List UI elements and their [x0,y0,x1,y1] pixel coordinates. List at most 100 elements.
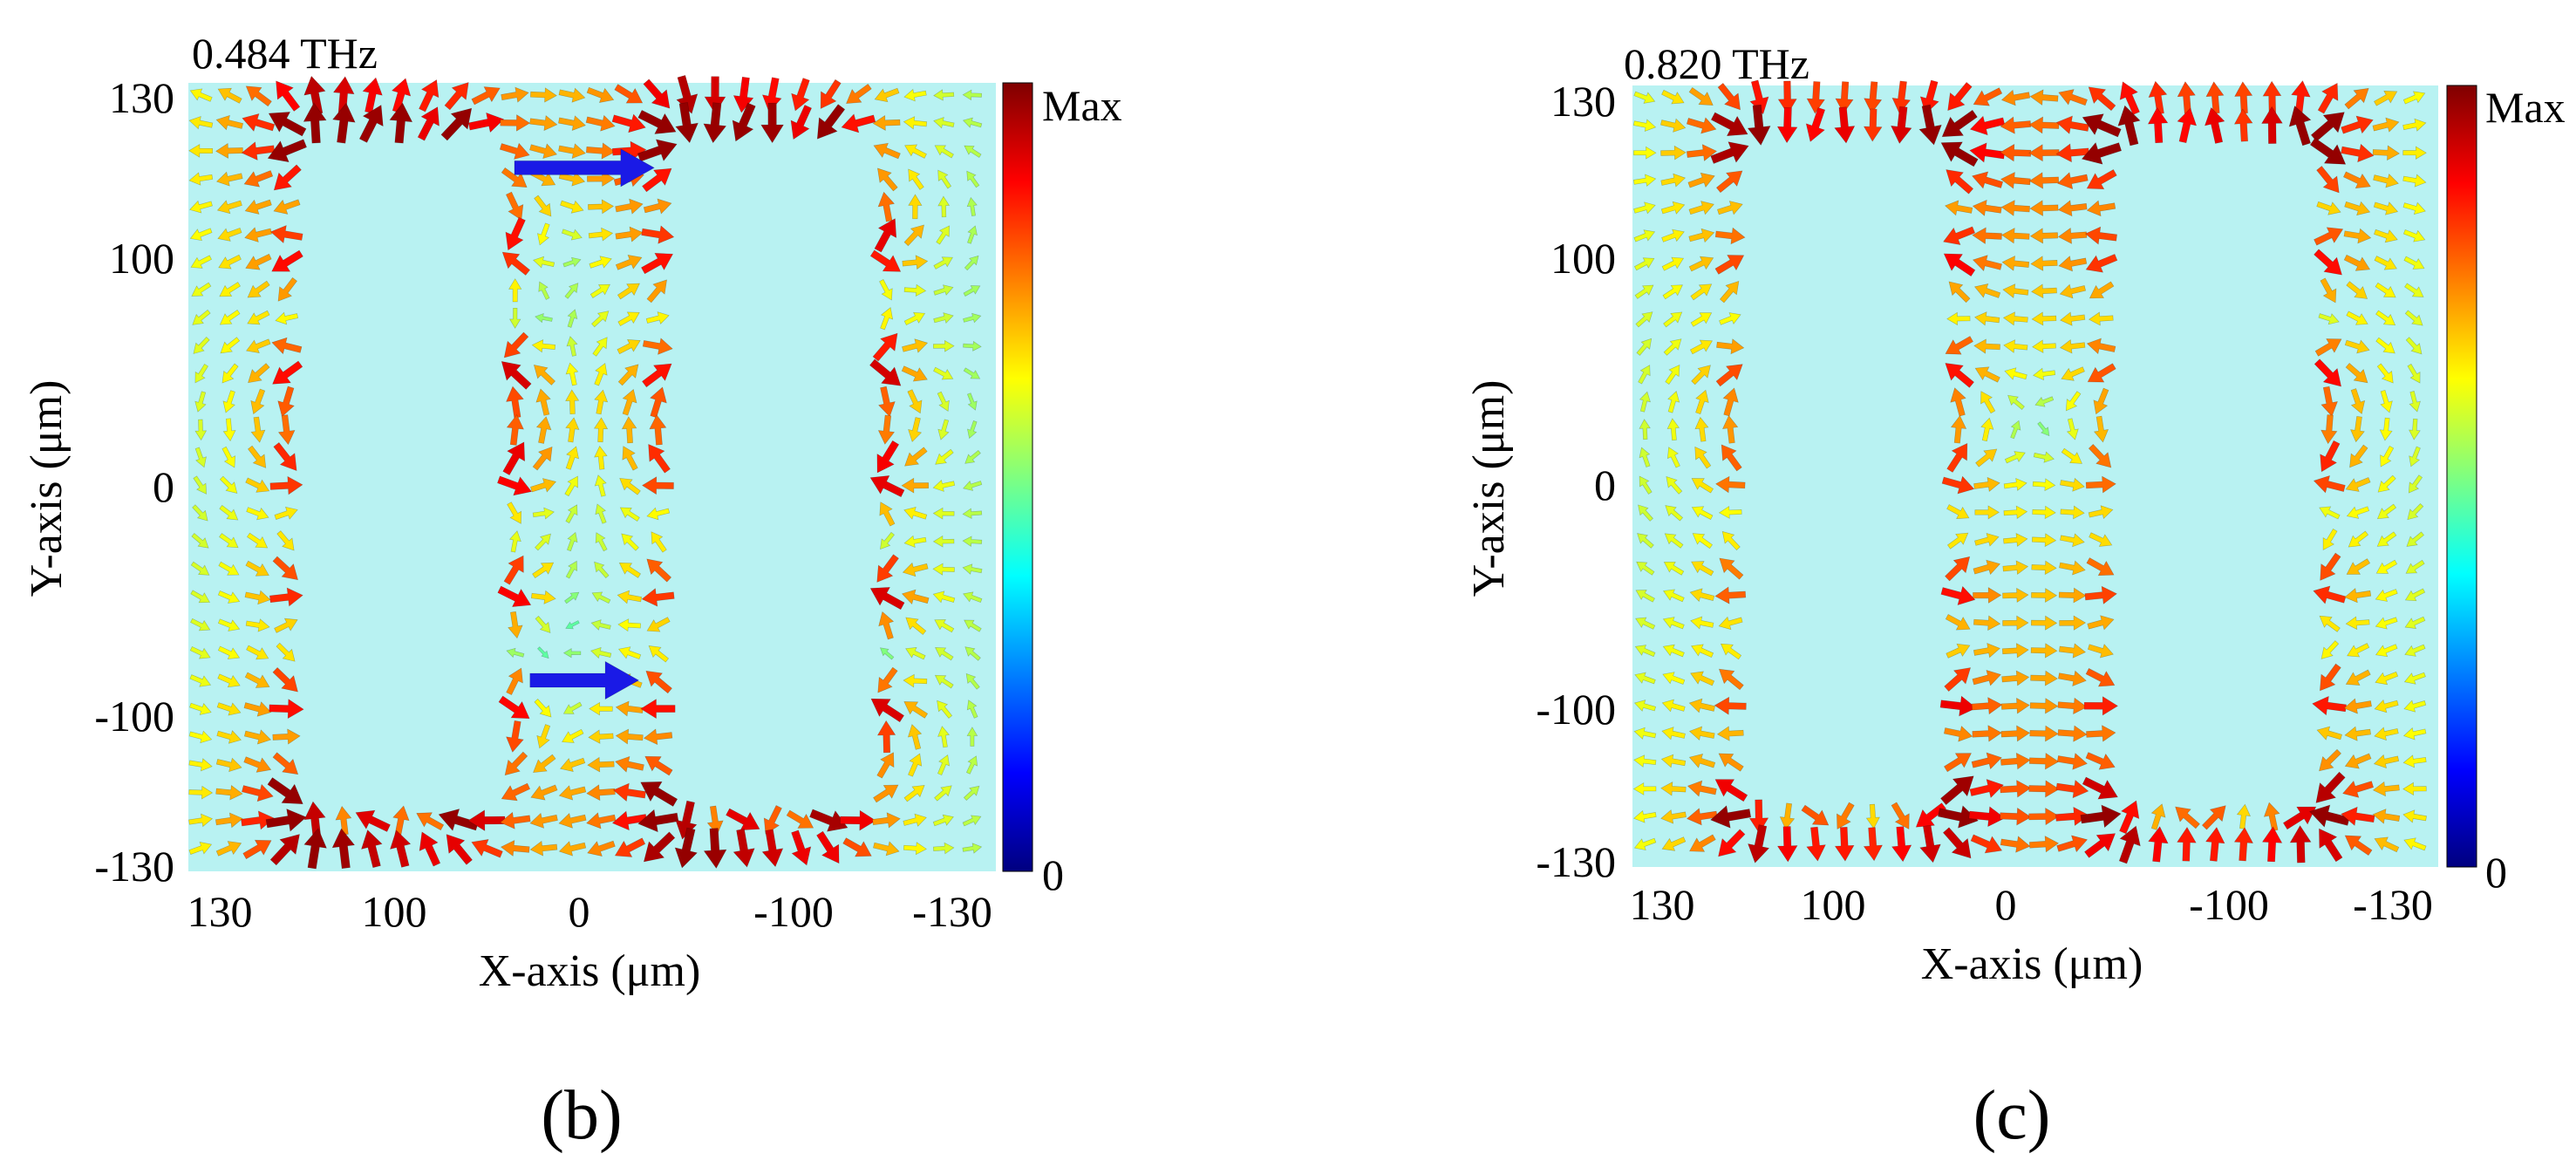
field-arrow [242,839,272,860]
field-arrow [619,507,640,522]
field-arrow [2057,172,2089,190]
field-arrow [1863,108,1883,142]
field-arrow [964,449,981,464]
field-arrow [618,562,642,578]
field-arrow [303,75,326,115]
field-arrow [2030,670,2058,686]
field-arrow [761,829,784,868]
field-arrow [419,78,440,113]
field-arrow [1975,448,1998,468]
field-arrow [966,700,978,719]
field-arrow [2030,256,2058,271]
field-arrow [2379,417,2393,441]
field-arrow [615,755,644,773]
field-arrow [1715,475,1746,494]
field-arrow [217,673,241,688]
field-arrow [901,589,930,605]
field-arrow [246,532,269,549]
field-arrow [903,283,927,297]
field-arrow [560,200,584,214]
field-arrow [937,419,950,440]
field-arrow [1634,284,1654,299]
field-arrow [1776,826,1798,863]
field-arrow [2000,200,2030,216]
field-arrow [646,507,671,521]
field-arrow [2055,143,2089,163]
field-arrow [446,834,473,865]
field-arrow [841,113,876,133]
field-arrow [932,535,955,548]
field-arrow [614,84,644,104]
field-arrow [219,533,239,549]
field-arrow [2081,141,2123,165]
field-arrow [1665,365,1680,385]
field-arrow [935,647,954,661]
field-arrow [1718,616,1743,631]
field-arrow [2341,806,2375,826]
field-arrow [1660,118,1687,133]
x-tick-minus130: -130 [912,887,992,936]
field-arrow [1632,809,1657,823]
field-arrow [271,249,303,272]
field-arrow [565,504,578,524]
field-arrow [241,141,276,160]
field-arrow [1969,142,2006,163]
field-arrow [933,117,955,129]
field-arrow [244,590,271,605]
field-arrow [1863,827,1884,862]
field-arrow [2409,391,2421,413]
field-arrow [2348,530,2369,548]
field-arrow [674,827,699,869]
field-arrow [966,170,980,188]
field-arrow [565,389,580,415]
field-arrow [586,812,617,829]
field-arrow [2000,143,2032,162]
field-arrow [589,283,610,298]
field-arrow [558,841,587,857]
field-arrow [937,700,953,719]
field-arrow [936,225,951,245]
field-arrow [1662,617,1685,630]
field-arrow [2404,644,2426,657]
field-arrow [617,311,640,327]
field-arrow [1947,81,1973,112]
field-arrow [222,390,235,413]
field-arrow [2403,256,2425,270]
field-arrow [2344,588,2372,604]
field-arrow [595,503,607,524]
field-arrow [217,227,242,242]
field-arrow [874,87,900,103]
field-arrow [1714,227,1746,245]
field-arrow [2034,396,2055,407]
field-arrow [2058,670,2087,686]
field-arrow [790,105,813,140]
field-arrow [534,195,552,217]
field-arrow [1939,695,1977,717]
field-arrow [2320,277,2337,304]
field-arrow [1691,506,1714,520]
field-arrow [1940,585,1976,606]
field-arrow [1748,824,1770,863]
field-arrow [502,441,526,476]
field-arrow [903,311,926,325]
field-arrow [1972,255,2002,272]
field-arrow [1691,365,1711,386]
frequency-label-c: 0.820 THz [1624,39,1809,88]
field-arrow [1944,200,1973,216]
field-arrow [903,701,929,719]
field-arrow [215,142,243,159]
field-arrow [2374,836,2400,853]
field-arrow [1662,672,1686,685]
field-arrow [908,194,923,220]
field-arrow [594,362,608,386]
x-tick-0-c: 0 [1995,880,2017,929]
field-arrow [642,338,673,355]
field-arrow [1748,799,1769,834]
field-arrow [1690,312,1713,327]
field-arrow [276,642,296,662]
field-arrow [2055,115,2089,134]
field-arrow [1667,390,1680,413]
field-arrow [217,618,241,631]
field-arrow [2342,171,2371,189]
field-arrow [1779,802,1796,830]
